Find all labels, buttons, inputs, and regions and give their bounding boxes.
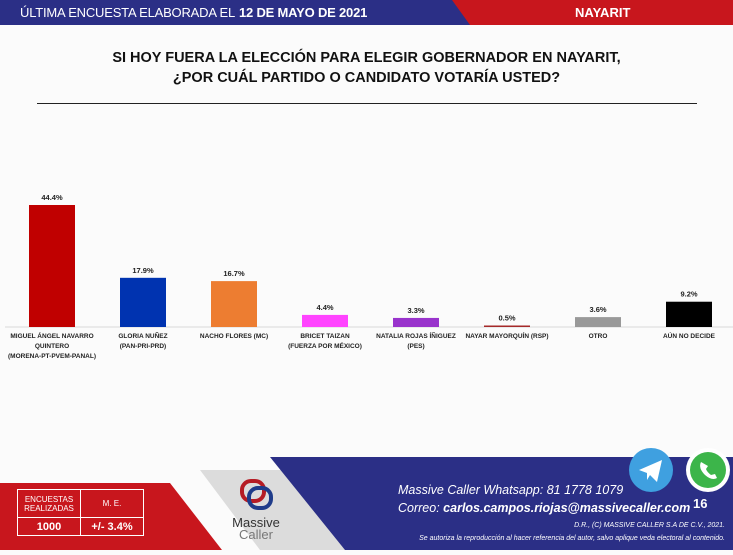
whatsapp-label: Massive Caller Whatsapp: — [398, 483, 544, 497]
bar — [211, 281, 257, 327]
data-label: 3.3% — [407, 306, 424, 315]
survey-date: ÚLTIMA ENCUESTA ELABORADA EL 12 DE MAYO D… — [20, 5, 367, 20]
category-label: AÚN NO DECIDE — [663, 331, 716, 340]
category-label: (MORENA-PT-PVEM-PANAL) — [8, 353, 96, 360]
surveys-value: 1000 — [17, 517, 81, 536]
category-label: (PES) — [407, 343, 424, 350]
data-label: 4.4% — [316, 303, 333, 312]
title-divider — [37, 103, 697, 104]
whatsapp-number: 81 1778 1079 — [546, 483, 624, 497]
category-label: GLORIA NUÑEZ — [118, 331, 167, 340]
data-label: 9.2% — [680, 290, 697, 299]
category-label: NAYAR MAYORQUÍN (RSP) — [465, 331, 548, 340]
date-prefix: ÚLTIMA ENCUESTA ELABORADA EL — [20, 5, 235, 20]
state-name: NAYARIT — [575, 5, 631, 20]
data-label: 44.4% — [41, 193, 63, 202]
margin-error-header: M. E. — [80, 489, 144, 518]
question-line-2: ¿POR CUÁL PARTIDO O CANDIDATO VOTARÍA US… — [172, 70, 561, 86]
category-label: OTRO — [589, 333, 608, 340]
category-label: MIGUEL ÁNGEL NAVARRO — [10, 331, 93, 340]
bar — [302, 314, 348, 327]
bar — [120, 277, 166, 327]
bar — [393, 317, 439, 327]
logo-text-1: Massive — [232, 515, 280, 530]
bar — [29, 205, 75, 327]
header-background — [0, 0, 733, 25]
bar — [575, 317, 621, 327]
date-value: 12 DE MAYO DE 2021 — [239, 5, 368, 20]
whatsapp-contact: Massive Caller Whatsapp: 81 1778 1079 — [398, 483, 623, 497]
bar-chart: 44.4% MIGUEL ÁNGEL NAVARRO QUINTERO (MORENA… — [5, 193, 733, 360]
copyright: D.R., (C) MASSIVE CALLER S.A DE C.V., 20… — [574, 522, 725, 529]
surveys-header: ENCUESTAS REALIZADAS — [17, 489, 81, 518]
category-label: NACHO FLORES (MC) — [200, 333, 268, 340]
reproduction-notice: Se autoriza la reproducción al hacer ref… — [419, 535, 725, 542]
telegram-icon[interactable] — [628, 447, 674, 493]
category-label: BRICET TAIZAN — [300, 333, 350, 340]
whatsapp-icon[interactable] — [684, 446, 732, 494]
data-label: 17.9% — [132, 266, 154, 275]
category-label: NATALIA ROJAS ÍÑIGUEZ — [376, 331, 456, 340]
data-label: 3.6% — [589, 305, 606, 314]
massive-caller-logo: Massive Caller — [226, 478, 286, 541]
logo-icon — [240, 479, 273, 510]
data-label: 16.7% — [223, 269, 245, 278]
category-label: (PAN-PRI-PRD) — [120, 343, 166, 350]
survey-stats-table: ENCUESTAS REALIZADAS M. E. 1000 +/- 3.4% — [17, 489, 144, 536]
bar — [666, 301, 712, 327]
email-label: Correo: — [398, 501, 440, 515]
question-line-1: SI HOY FUERA LA ELECCIÓN PARA ELEGIR GOB… — [112, 50, 621, 66]
margin-error-value: +/- 3.4% — [80, 517, 144, 536]
category-label: QUINTERO — [35, 343, 69, 350]
page-number: 16 — [693, 496, 708, 511]
header-bar: ÚLTIMA ENCUESTA ELABORADA EL 12 DE MAYO D… — [0, 0, 733, 25]
email-link[interactable]: carlos.campos.riojas@massivecaller.com — [443, 501, 691, 515]
data-label: 0.5% — [498, 314, 515, 323]
question-title: SI HOY FUERA LA ELECCIÓN PARA ELEGIR GOB… — [0, 48, 733, 88]
logo-text-2: Caller — [239, 527, 273, 542]
bar — [484, 325, 530, 327]
category-label: (FUERZA POR MÉXICO) — [288, 341, 362, 350]
email-contact: Correo: carlos.campos.riojas@massivecall… — [398, 501, 690, 515]
